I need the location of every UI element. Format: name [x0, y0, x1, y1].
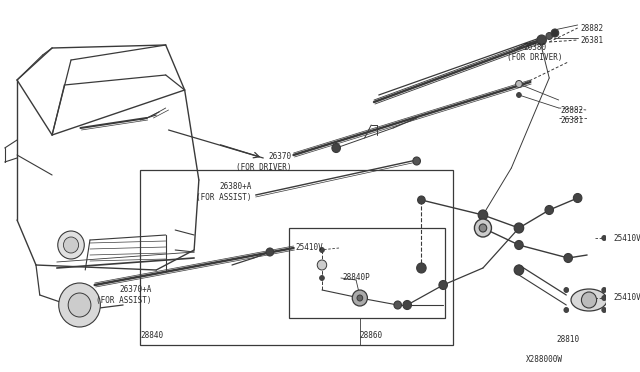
Circle shape [551, 29, 559, 37]
Circle shape [564, 288, 569, 292]
Circle shape [537, 35, 547, 45]
Text: 26380+A
(FOR ASSIST): 26380+A (FOR ASSIST) [196, 182, 252, 202]
Circle shape [581, 292, 596, 308]
Circle shape [319, 276, 324, 280]
Text: 26370
(FOR DRIVER): 26370 (FOR DRIVER) [236, 152, 292, 172]
Circle shape [266, 248, 274, 256]
Circle shape [58, 231, 84, 259]
Circle shape [474, 219, 492, 237]
Circle shape [514, 265, 524, 275]
Text: 28840P: 28840P [343, 273, 371, 282]
Circle shape [439, 280, 447, 289]
Circle shape [417, 263, 426, 273]
Circle shape [546, 32, 552, 39]
Bar [140, 170, 452, 345]
Text: 28860: 28860 [360, 330, 383, 340]
Circle shape [573, 193, 582, 202]
Circle shape [516, 80, 522, 87]
Circle shape [478, 210, 488, 220]
Text: 26370+A
(FOR ASSIST): 26370+A (FOR ASSIST) [96, 285, 152, 305]
Circle shape [394, 301, 401, 309]
Text: 28840: 28840 [140, 330, 163, 340]
Circle shape [357, 295, 363, 301]
Circle shape [352, 290, 367, 306]
Circle shape [545, 205, 554, 215]
Circle shape [63, 237, 79, 253]
Text: 28810: 28810 [557, 336, 580, 344]
Text: 26381: 26381 [561, 115, 584, 125]
Circle shape [68, 293, 91, 317]
Text: 25410V: 25410V [614, 294, 640, 302]
Circle shape [479, 224, 487, 232]
Circle shape [516, 93, 522, 97]
Circle shape [59, 283, 100, 327]
Bar [289, 228, 445, 318]
Text: X288000W: X288000W [525, 356, 563, 365]
Text: 25410V: 25410V [296, 244, 323, 253]
Ellipse shape [571, 289, 607, 311]
Circle shape [515, 241, 523, 250]
Circle shape [332, 144, 340, 153]
Text: 25410V: 25410V [614, 234, 640, 243]
Circle shape [602, 288, 607, 292]
Text: 26380
(FOR DRIVER): 26380 (FOR DRIVER) [508, 43, 563, 62]
Circle shape [564, 253, 572, 263]
Circle shape [418, 196, 425, 204]
Text: 28882: 28882 [561, 106, 584, 115]
Circle shape [403, 301, 412, 310]
Circle shape [602, 308, 607, 312]
Circle shape [602, 295, 607, 301]
Circle shape [317, 260, 326, 270]
Circle shape [602, 235, 607, 241]
Circle shape [319, 247, 324, 253]
Circle shape [413, 157, 420, 165]
Text: 26381: 26381 [580, 35, 604, 45]
Text: 28882: 28882 [580, 23, 604, 32]
Circle shape [514, 223, 524, 233]
Circle shape [564, 308, 569, 312]
